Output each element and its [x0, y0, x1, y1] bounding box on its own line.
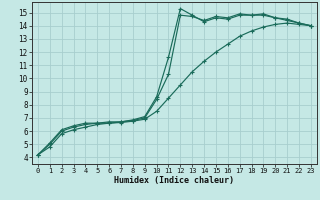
X-axis label: Humidex (Indice chaleur): Humidex (Indice chaleur): [115, 176, 234, 185]
